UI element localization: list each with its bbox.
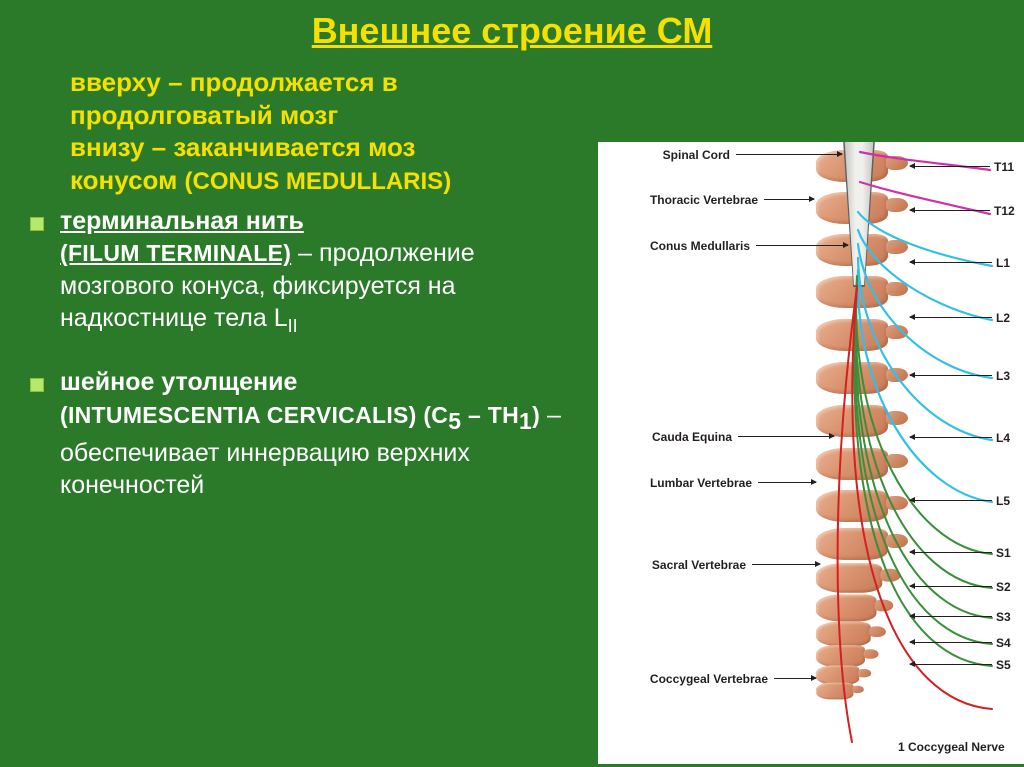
diagram-label-right: L5 xyxy=(996,494,1010,508)
arrow-icon xyxy=(752,564,820,565)
diagram-label-right: L4 xyxy=(996,431,1010,445)
diagram-label-left: Spinal Cord xyxy=(590,148,730,162)
nerve-lines xyxy=(598,142,1024,764)
diagram-label-left: Conus Medullaris xyxy=(610,239,750,253)
b1-u1: терминальная нить xyxy=(60,207,304,235)
diagram-label-left: Coccygeal Vertebrae xyxy=(628,672,768,686)
vertebra xyxy=(816,319,888,351)
diagram-label-right: T11 xyxy=(994,160,1014,174)
diagram-label-right: L1 xyxy=(996,256,1010,270)
b2-b1: шейное утолщение xyxy=(60,368,297,396)
b2-mid: – Th xyxy=(461,402,519,428)
vertebra xyxy=(816,622,871,646)
bullet-marker-icon xyxy=(30,217,44,231)
arrow-icon xyxy=(910,642,992,643)
arrow-icon xyxy=(764,199,814,200)
b2-s2: 1 xyxy=(519,408,532,434)
intro-line1: вверху – продолжается в xyxy=(70,67,398,97)
diagram-label-left: Cauda Equina xyxy=(592,430,732,444)
intro-line2: продолговатый мозг xyxy=(70,100,338,130)
diagram-label-right: L3 xyxy=(996,369,1010,383)
arrow-icon xyxy=(738,436,834,437)
diagram-label-right: L2 xyxy=(996,311,1010,325)
intro-line3b: конусом xyxy=(70,165,185,195)
arrow-icon xyxy=(910,552,992,553)
arrow-icon xyxy=(910,210,990,211)
bullet-marker-icon xyxy=(30,378,44,392)
vertebra xyxy=(816,563,882,592)
b2-s1: 5 xyxy=(448,408,461,434)
diagram-label-left: Thoracic Vertebrae xyxy=(618,193,758,207)
arrow-icon xyxy=(774,678,816,679)
vertebra xyxy=(816,490,888,522)
spine-diagram: Spinal CordThoracic VertebraeConus Medul… xyxy=(598,142,1024,764)
vertebra xyxy=(816,528,888,560)
vertebra xyxy=(816,645,865,667)
diagram-label-right: S3 xyxy=(996,610,1011,624)
vertebra xyxy=(816,595,876,622)
slide: Внешнее строение СМ вверху – продолжаетс… xyxy=(0,0,1024,767)
diagram-label-right: S1 xyxy=(996,546,1011,560)
arrow-icon xyxy=(910,664,992,665)
vertebra xyxy=(816,405,888,437)
arrow-icon xyxy=(910,586,992,587)
b1-sub: II xyxy=(288,316,298,336)
arrow-icon xyxy=(910,500,992,501)
diagram-label-left: Lumbar Vertebrae xyxy=(612,476,752,490)
arrow-icon xyxy=(756,245,848,246)
vertebra xyxy=(816,683,853,700)
intro-line3a: внизу – заканчивается моз xyxy=(70,132,415,162)
arrow-icon xyxy=(736,154,842,155)
vertebra xyxy=(816,362,888,394)
diagram-label-right: S4 xyxy=(996,636,1011,650)
diagram-label-left: Sacral Vertebrae xyxy=(606,558,746,572)
vertebra xyxy=(816,276,888,308)
bullet-1-text: терминальная нить (filum terminale) – пр… xyxy=(60,205,570,339)
diagram-label-right: S2 xyxy=(996,580,1011,594)
arrow-icon xyxy=(910,262,992,263)
arrow-icon xyxy=(758,482,816,483)
b2-b2b: ) xyxy=(532,402,540,428)
vertebra xyxy=(816,448,888,480)
diagram-caption: 1 Coccygeal Nerve xyxy=(898,740,1005,754)
intro-latin: (conus medullaris) xyxy=(185,168,452,195)
b2-b2a: (intumescentia cervicalis) (C xyxy=(60,402,448,428)
arrow-icon xyxy=(910,317,992,318)
b1-u2: (filum terminale) xyxy=(60,240,291,266)
arrow-icon xyxy=(910,166,990,167)
slide-title: Внешнее строение СМ xyxy=(0,10,1024,52)
arrow-icon xyxy=(910,616,992,617)
arrow-icon xyxy=(910,375,992,376)
diagram-label-right: S5 xyxy=(996,658,1011,672)
arrow-icon xyxy=(910,437,992,438)
bullet-2-text: шейное утолщение (intumescentia cervical… xyxy=(60,366,570,501)
diagram-label-right: T12 xyxy=(994,204,1015,218)
